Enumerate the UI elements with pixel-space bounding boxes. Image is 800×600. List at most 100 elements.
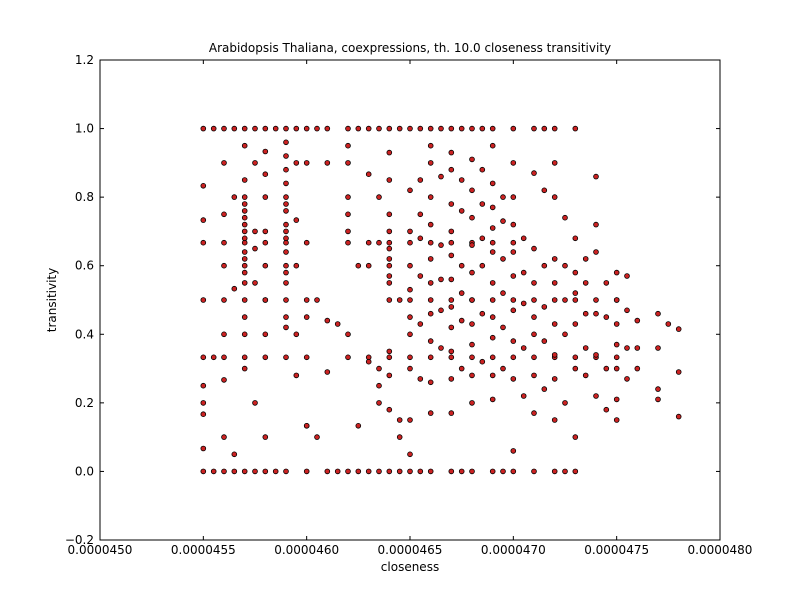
data-point <box>448 276 455 283</box>
data-point <box>655 396 661 403</box>
data-point <box>489 396 496 403</box>
data-point <box>448 125 455 132</box>
x-tick-label: 0.0000480 <box>688 543 753 557</box>
data-point <box>510 448 517 454</box>
data-point <box>551 417 558 423</box>
data-point <box>520 235 527 242</box>
data-point <box>510 468 517 475</box>
data-point <box>438 125 444 132</box>
data-point <box>324 160 331 166</box>
data-point <box>551 297 558 303</box>
y-tick-label: 0.2 <box>75 396 94 410</box>
data-point <box>407 297 413 303</box>
y-tick-label: 0.8 <box>75 190 94 204</box>
data-point <box>438 345 444 351</box>
data-point <box>221 331 227 338</box>
y-tick-label: 0.6 <box>75 259 94 273</box>
data-point <box>386 354 393 361</box>
data-point <box>510 249 517 255</box>
data-point <box>458 125 465 132</box>
data-point <box>479 235 486 242</box>
data-point <box>200 445 207 452</box>
data-point <box>283 262 289 269</box>
data-point <box>241 468 248 475</box>
data-point <box>231 468 238 475</box>
data-point <box>365 125 372 132</box>
data-point <box>386 262 393 269</box>
data-point <box>531 280 537 286</box>
y-axis-label: transitivity <box>45 268 59 332</box>
data-point <box>531 331 537 338</box>
data-point <box>448 166 455 173</box>
data-point <box>417 211 424 218</box>
data-point <box>582 310 589 317</box>
data-point <box>438 242 444 248</box>
data-point <box>200 297 207 303</box>
data-point <box>303 239 310 246</box>
data-point <box>283 153 289 159</box>
data-point <box>427 468 434 475</box>
data-point <box>407 314 413 320</box>
data-point <box>531 297 537 303</box>
data-point <box>613 321 620 327</box>
data-point <box>417 468 424 475</box>
data-point <box>345 331 351 338</box>
data-point <box>407 365 413 372</box>
data-point <box>572 434 579 440</box>
data-point <box>241 269 248 276</box>
data-point <box>448 149 455 156</box>
data-point <box>489 314 496 320</box>
x-tick-label: 0.0000450 <box>68 543 133 557</box>
data-point <box>489 297 496 303</box>
data-point <box>520 269 527 276</box>
data-point <box>520 345 527 351</box>
data-point <box>252 468 258 475</box>
data-point <box>572 269 579 276</box>
data-point <box>562 331 568 338</box>
data-point <box>613 365 620 372</box>
data-point <box>572 290 579 296</box>
data-point <box>314 297 320 303</box>
data-point <box>324 317 331 324</box>
data-point <box>365 358 372 365</box>
data-point <box>345 354 351 361</box>
data-point <box>531 314 537 320</box>
data-point <box>210 125 217 132</box>
data-point <box>262 262 269 269</box>
data-point <box>531 245 537 252</box>
data-point <box>479 166 486 173</box>
data-point <box>572 468 579 475</box>
data-point <box>520 300 527 307</box>
data-point <box>541 125 548 132</box>
data-point <box>448 228 455 235</box>
data-point <box>231 285 238 292</box>
data-point <box>458 468 465 475</box>
data-point <box>417 125 424 132</box>
data-point <box>262 331 269 338</box>
data-point <box>345 211 351 218</box>
data-point <box>417 376 424 382</box>
data-point <box>479 201 486 207</box>
data-point <box>541 304 548 310</box>
data-point <box>427 125 434 132</box>
data-point <box>448 354 455 361</box>
data-point <box>283 166 289 173</box>
data-point <box>283 194 289 200</box>
data-point <box>221 468 227 475</box>
data-point <box>231 194 238 200</box>
data-point <box>479 358 486 365</box>
data-point <box>469 125 475 132</box>
data-point <box>221 239 227 246</box>
data-point <box>603 314 610 320</box>
data-point <box>417 177 424 183</box>
data-point <box>345 239 351 246</box>
data-point <box>500 324 506 331</box>
data-point <box>489 239 496 246</box>
data-point <box>603 280 610 286</box>
data-point <box>221 297 227 303</box>
data-point <box>479 310 486 317</box>
data-point <box>572 125 579 132</box>
data-point <box>283 249 289 255</box>
data-point <box>551 352 558 358</box>
data-point <box>262 228 269 235</box>
